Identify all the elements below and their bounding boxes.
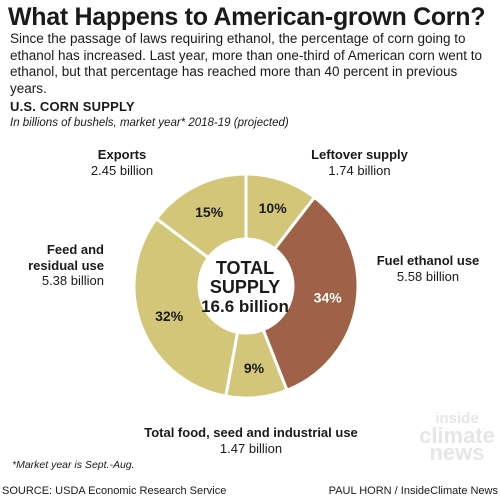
slice-exports: [154, 172, 248, 260]
page-title: What Happens to American-grown Corn?: [8, 3, 486, 31]
watermark-line-2: climate: [419, 423, 495, 448]
label-exports-name: Exports: [97, 147, 147, 162]
label-food-value: 1.47 billion: [219, 440, 283, 456]
label-feed-name-2: residual use: [28, 257, 104, 273]
label-fuel-value: 5.58 billion: [396, 268, 460, 284]
pct-label-leftover: 10%: [259, 200, 288, 216]
label-feed: Feed and residual use 5.38 billion: [16, 242, 104, 289]
label-fuel: Fuel ethanol use 5.58 billion: [358, 253, 498, 284]
watermark-line-1: inside: [435, 410, 479, 427]
label-feed-name-1: Feed and: [46, 242, 104, 257]
intro-paragraph: Since the passage of laws requiring etha…: [10, 31, 483, 96]
center-label-total: TOTAL: [216, 258, 274, 278]
chart-subheading: In billions of bushels, market year* 201…: [10, 117, 289, 129]
watermark-logo: inside climate news: [418, 410, 496, 465]
pct-label-food-seed-industrial: 9%: [244, 360, 265, 376]
label-feed-value: 5.38 billion: [41, 273, 104, 288]
label-fuel-name: Fuel ethanol use: [376, 253, 480, 268]
pct-label-fuel-ethanol: 34%: [314, 290, 343, 306]
label-leftover-value: 1.74 billion: [328, 162, 391, 178]
label-leftover: Leftover supply 1.74 billion: [292, 147, 427, 178]
label-exports: Exports 2.45 billion: [77, 147, 167, 178]
slice-fuel-ethanol: [261, 195, 360, 393]
pct-label-feed-residual: 32%: [155, 308, 184, 324]
footnote: *Market year is Sept.-Aug.: [12, 459, 135, 471]
center-label-supply: SUPPLY: [210, 277, 280, 297]
label-leftover-name: Leftover supply: [311, 147, 408, 162]
label-food: Total food, seed and industrial use 1.47…: [118, 425, 384, 456]
slice-feed-residual: [132, 216, 240, 398]
section-heading: U.S. CORN SUPPLY: [10, 99, 135, 114]
pct-label-exports: 15%: [195, 204, 224, 220]
center-label-amount: 16.6 billion: [201, 297, 289, 316]
source-credit: SOURCE: USDA Economic Research Service: [2, 485, 227, 497]
label-exports-value: 2.45 billion: [90, 162, 154, 178]
author-credit: PAUL HORN / InsideClimate News: [328, 485, 498, 497]
label-food-name: Total food, seed and industrial use: [144, 425, 358, 440]
watermark-line-3: news: [429, 440, 485, 465]
